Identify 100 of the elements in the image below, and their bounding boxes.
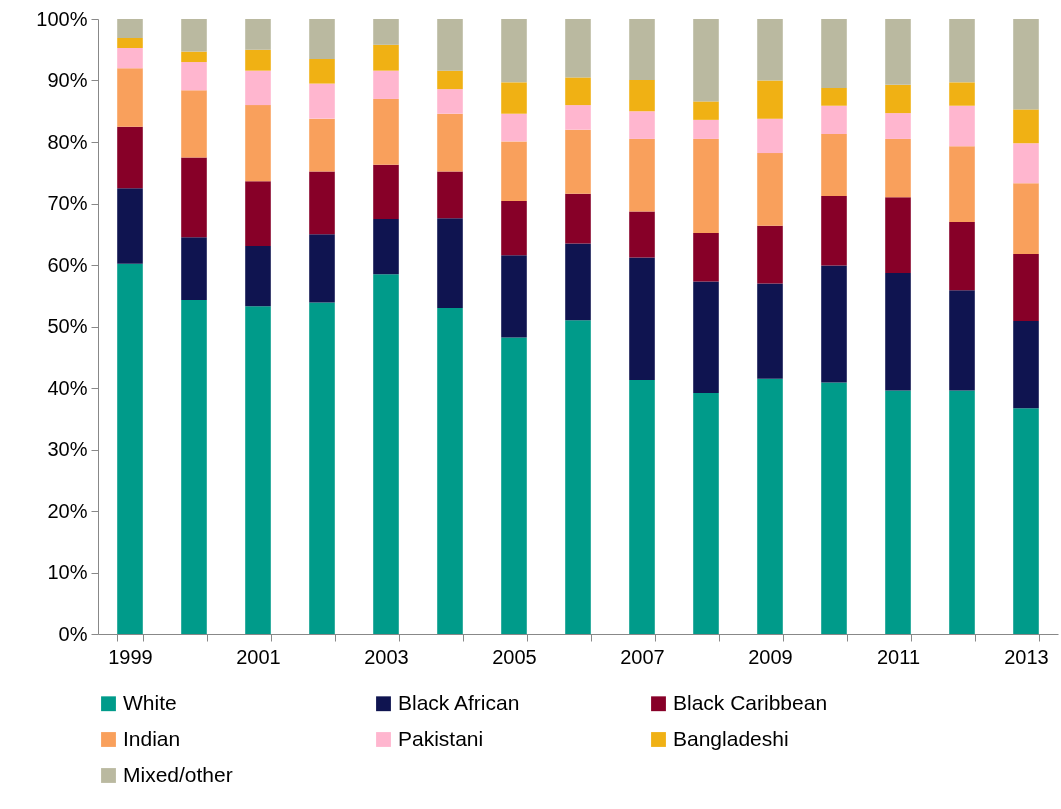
y-tick-label: 80%	[47, 130, 88, 153]
bar	[437, 171, 463, 219]
bar	[757, 80, 783, 119]
bar	[245, 70, 271, 106]
bar	[501, 113, 527, 142]
legend-label: Black African	[398, 690, 520, 714]
bar	[245, 49, 271, 71]
bar	[821, 382, 847, 634]
bar	[117, 38, 143, 48]
y-tick-label: 90%	[47, 69, 88, 91]
bar	[1013, 19, 1039, 110]
bar	[309, 171, 335, 235]
bar	[309, 58, 335, 84]
bar	[501, 19, 527, 83]
bar	[629, 211, 655, 258]
bar	[245, 306, 271, 634]
bar	[437, 218, 463, 309]
bar	[629, 111, 655, 139]
bar	[245, 19, 271, 50]
bar	[629, 257, 655, 381]
bar	[1013, 253, 1039, 321]
bar	[501, 82, 527, 114]
bar	[949, 390, 975, 634]
bar	[309, 302, 335, 634]
bar	[565, 243, 591, 321]
bar	[373, 274, 399, 634]
y-tick-label: 0%	[58, 622, 88, 645]
bar	[885, 84, 911, 114]
bar	[949, 290, 975, 391]
bar	[117, 126, 143, 189]
bar	[885, 390, 911, 634]
y-tick-label: 20%	[47, 499, 88, 522]
bar	[1013, 320, 1039, 409]
bar	[757, 283, 783, 379]
bar	[693, 281, 719, 393]
bar	[181, 19, 207, 52]
bar	[181, 157, 207, 238]
bar	[821, 134, 847, 197]
bar	[821, 196, 847, 266]
bar	[693, 101, 719, 120]
bar	[181, 300, 207, 634]
bar	[821, 105, 847, 135]
bar	[373, 164, 399, 219]
bar	[821, 87, 847, 106]
bar	[629, 79, 655, 112]
bar	[757, 378, 783, 634]
bar	[245, 105, 271, 182]
bar	[373, 44, 399, 71]
x-tick-label: 2005	[492, 645, 537, 668]
bar	[181, 90, 207, 158]
y-tick-label: 70%	[47, 192, 88, 214]
y-tick-label: 50%	[47, 315, 88, 337]
bar	[949, 105, 975, 147]
bar	[181, 237, 207, 301]
x-tick-label: 2001	[236, 645, 281, 668]
bar	[693, 233, 719, 282]
bar	[309, 19, 335, 59]
bar	[437, 308, 463, 634]
bar	[501, 201, 527, 256]
bar	[629, 19, 655, 80]
bar	[437, 19, 463, 71]
bar	[629, 138, 655, 212]
y-tick-label: 60%	[47, 253, 88, 276]
legend-label: White	[123, 690, 177, 714]
bar	[437, 89, 463, 114]
bar	[565, 129, 591, 194]
bar	[757, 118, 783, 154]
y-tick-label: 100%	[36, 7, 88, 30]
bar	[117, 68, 143, 127]
x-tick-label: 2003	[364, 645, 409, 668]
bar	[757, 19, 783, 81]
bar	[117, 19, 143, 39]
bar	[693, 19, 719, 102]
bar	[821, 19, 847, 88]
legend-label: Black Caribbean	[673, 690, 828, 714]
bar	[373, 98, 399, 165]
bar	[629, 380, 655, 634]
bar	[693, 138, 719, 234]
bar	[245, 181, 271, 246]
bar	[885, 197, 911, 273]
bar	[1013, 109, 1039, 144]
bar	[565, 320, 591, 634]
bar	[501, 141, 527, 202]
bar	[117, 188, 143, 264]
bar	[693, 392, 719, 634]
legend-label: Mixed/other	[123, 762, 233, 786]
y-tick-label: 10%	[47, 561, 88, 583]
bar	[181, 62, 207, 91]
bar	[373, 19, 399, 45]
bar	[1013, 408, 1039, 634]
x-tick-label: 2009	[748, 645, 793, 668]
x-tick-label: 1999	[108, 645, 153, 668]
bar	[117, 263, 143, 634]
legend-label: Bangladeshi	[673, 726, 789, 750]
bar	[437, 113, 463, 172]
bar	[309, 83, 335, 119]
bar	[885, 19, 911, 85]
bar	[949, 146, 975, 222]
bar	[885, 138, 911, 198]
bar	[373, 218, 399, 275]
